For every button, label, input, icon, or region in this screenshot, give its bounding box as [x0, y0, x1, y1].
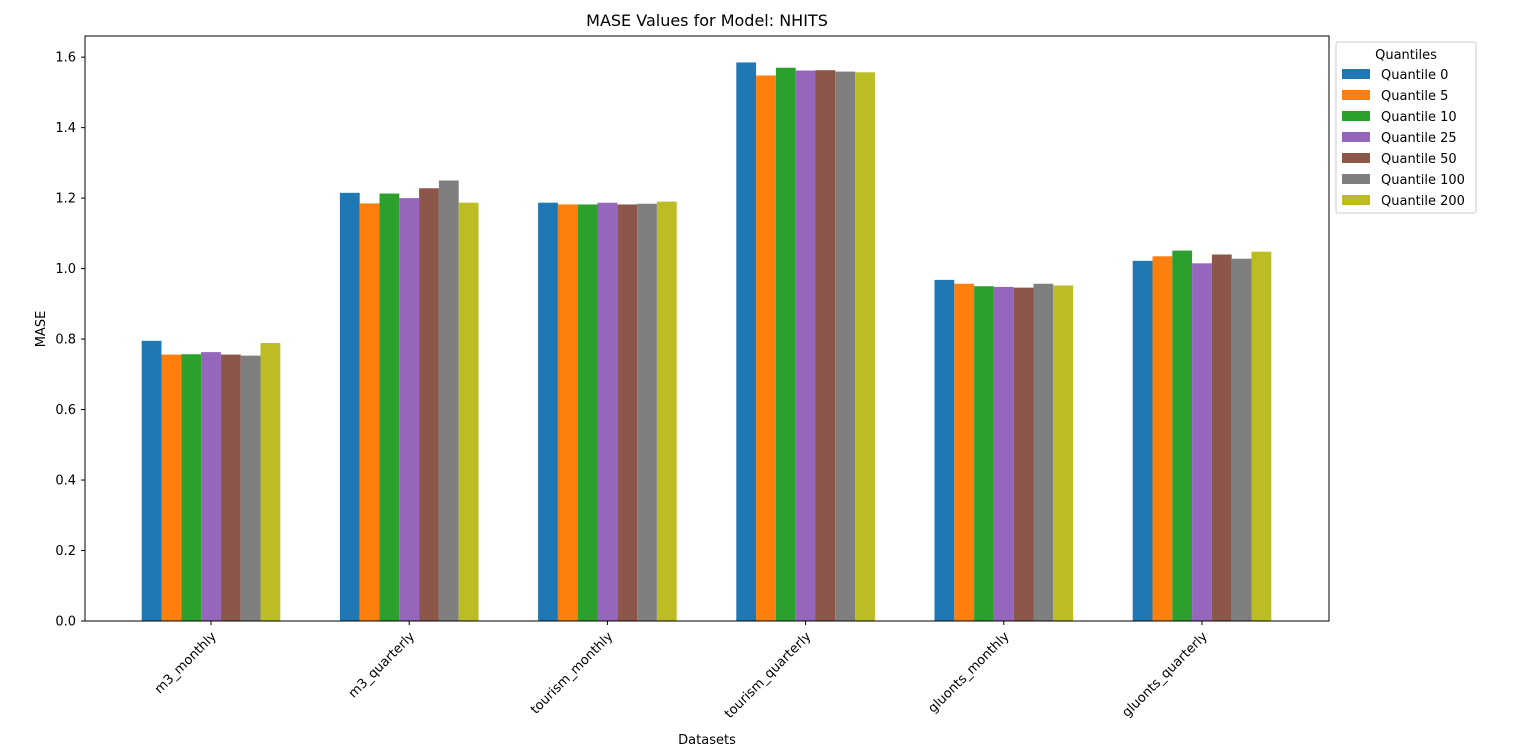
- legend-swatch-3: [1342, 132, 1370, 142]
- bar-tourism_monthly-series-3: [597, 202, 618, 621]
- y-tick-label: 1.6: [55, 51, 76, 66]
- legend-label-3: Quantile 25: [1381, 131, 1457, 146]
- bar-m3_quarterly-series-4: [419, 188, 439, 622]
- legend-swatch-5: [1342, 174, 1370, 184]
- bar-tourism_quarterly-series-0: [736, 62, 757, 622]
- bar-tourism_quarterly-series-4: [815, 70, 836, 622]
- legend-title: Quantiles: [1375, 48, 1437, 63]
- bar-gluonts_monthly-series-0: [934, 279, 955, 621]
- bar-tourism_quarterly-series-5: [835, 71, 856, 622]
- bar-m3_monthly-series-5: [240, 355, 261, 621]
- bars-group: [141, 62, 1272, 622]
- bar-m3_monthly-series-3: [201, 352, 221, 621]
- y-tick-label: 0.6: [55, 403, 76, 418]
- bar-tourism_monthly-series-0: [538, 202, 558, 621]
- bar-gluonts_quarterly-series-4: [1211, 254, 1232, 622]
- bar-gluonts_monthly-series-6: [1053, 285, 1074, 621]
- chart-title: MASE Values for Model: NHITS: [586, 11, 828, 30]
- y-axis-title: MASE: [34, 311, 49, 348]
- legend-items: Quantile 0 Quantile 5 Quantile 10 Quantile …: [1342, 68, 1465, 209]
- y-axis: 0.0 0.2 0.4 0.6 0.8 1.0 1.2 1.4 1.6: [55, 51, 85, 630]
- bar-m3_quarterly-series-0: [339, 192, 360, 621]
- bar-gluonts_monthly-series-5: [1033, 283, 1054, 621]
- bar-gluonts_quarterly-series-2: [1172, 250, 1193, 621]
- legend-frame: [1335, 41, 1477, 214]
- bar-tourism_quarterly-series-2: [775, 67, 796, 622]
- bar-gluonts_monthly-series-1: [954, 283, 975, 621]
- bar-gluonts_monthly-series-2: [974, 286, 994, 621]
- bar-tourism_quarterly-series-6: [855, 72, 875, 622]
- x-tick-label-tourism_monthly: tourism_monthly: [528, 629, 616, 717]
- bar-m3_monthly-series-0: [141, 340, 162, 621]
- bar-gluonts_quarterly-series-6: [1251, 251, 1272, 622]
- bar-tourism_quarterly-series-1: [756, 75, 776, 622]
- legend-label-6: Quantile 200: [1381, 194, 1465, 209]
- y-tick-label: 0.0: [55, 615, 76, 630]
- legend-swatch-6: [1342, 195, 1370, 205]
- legend-swatch-2: [1342, 111, 1370, 121]
- x-tick-label-gluonts_quarterly: gluonts_quarterly: [1119, 629, 1211, 721]
- legend-label-1: Quantile 5: [1381, 89, 1448, 104]
- bar-tourism_monthly-series-4: [617, 204, 638, 621]
- y-tick-label: 1.2: [55, 192, 76, 207]
- bar-m3_monthly-series-4: [220, 354, 241, 621]
- legend-swatch-0: [1342, 69, 1370, 79]
- bar-m3_quarterly-series-3: [399, 198, 420, 622]
- y-tick-label: 0.4: [55, 474, 76, 489]
- bar-m3_quarterly-series-2: [379, 193, 400, 621]
- x-tick-label-m3_monthly: m3_monthly: [152, 629, 220, 697]
- bar-tourism_monthly-series-6: [656, 201, 677, 621]
- legend-label-4: Quantile 50: [1381, 152, 1457, 167]
- x-axis-title: Datasets: [678, 733, 736, 748]
- bar-m3_quarterly-series-5: [438, 180, 459, 622]
- bar-m3_monthly-series-1: [161, 354, 182, 621]
- plot-frame: [84, 35, 1330, 622]
- bar-gluonts_monthly-series-3: [993, 286, 1014, 621]
- x-tick-label-m3_quarterly: m3_quarterly: [346, 629, 418, 701]
- legend: Quantiles Quantile 0 Quantile 5 Quantile 1…: [1335, 41, 1477, 214]
- bar-tourism_monthly-series-2: [577, 204, 598, 621]
- bar-m3_monthly-series-2: [181, 354, 202, 621]
- legend-label-0: Quantile 0: [1381, 68, 1448, 83]
- bar-tourism_monthly-series-1: [557, 204, 578, 621]
- bar-gluonts_quarterly-series-1: [1152, 256, 1173, 621]
- bar-tourism_quarterly-series-3: [795, 70, 816, 622]
- x-tick-label-tourism_quarterly: tourism_quarterly: [722, 629, 815, 722]
- legend-swatch-1: [1342, 90, 1370, 100]
- bar-gluonts_quarterly-series-3: [1192, 263, 1212, 621]
- bar-m3_monthly-series-6: [260, 342, 281, 621]
- y-tick-label: 1.4: [55, 121, 76, 136]
- bar-gluonts_quarterly-series-5: [1231, 258, 1252, 621]
- legend-swatch-4: [1342, 153, 1370, 163]
- bar-m3_quarterly-series-1: [359, 203, 380, 621]
- bar-gluonts_quarterly-series-0: [1132, 260, 1153, 621]
- y-tick-label: 0.8: [55, 333, 76, 348]
- bar-m3_quarterly-series-6: [458, 202, 479, 621]
- bar-gluonts_monthly-series-4: [1013, 287, 1034, 621]
- bar-tourism_monthly-series-5: [637, 203, 657, 621]
- y-tick-label: 0.2: [55, 544, 76, 559]
- x-tick-label-gluonts_monthly: gluonts_monthly: [926, 629, 1013, 716]
- legend-label-5: Quantile 100: [1381, 173, 1465, 188]
- x-axis: m3_monthly m3_quarterly tourism_monthly tou…: [152, 621, 1211, 722]
- y-tick-label: 1.0: [55, 262, 76, 277]
- legend-label-2: Quantile 10: [1381, 110, 1457, 125]
